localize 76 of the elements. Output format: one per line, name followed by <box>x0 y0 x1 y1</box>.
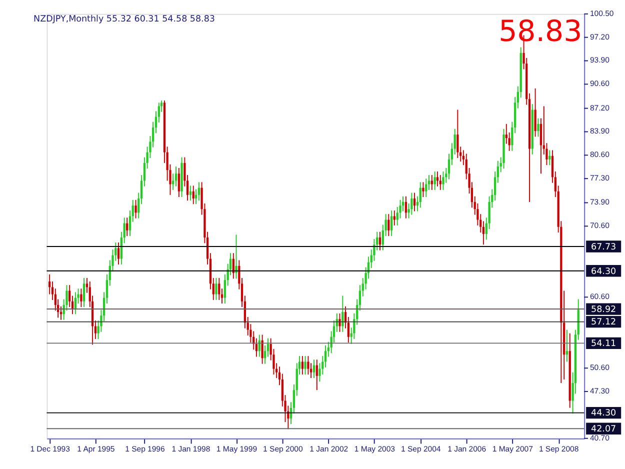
candlestick <box>410 192 413 216</box>
y-tick-label: 47.30 <box>590 386 610 396</box>
y-tick-label: 97.20 <box>590 32 610 42</box>
candlestick <box>338 312 341 332</box>
ref-line-label: 58.92 <box>591 304 616 315</box>
candlestick <box>404 196 407 219</box>
candlestick <box>316 359 318 391</box>
y-tick-label: 73.90 <box>590 198 610 207</box>
candlestick <box>235 234 238 280</box>
candlestick <box>566 329 568 362</box>
candlestick <box>174 166 178 187</box>
y-tick-label: 87.20 <box>590 103 610 112</box>
candlestick <box>301 356 304 375</box>
x-tick-label: 1 Sep 2004 <box>400 444 442 454</box>
candlestick <box>307 356 310 375</box>
y-tick-label: 100.50 <box>590 8 614 18</box>
x-tick-label: 1 May 2003 <box>354 444 395 454</box>
y-tick-label: 77.30 <box>590 174 610 183</box>
candlestick <box>189 185 192 202</box>
candlestick <box>456 109 459 158</box>
candlestick <box>422 182 424 198</box>
x-tick-label: 1 Sep 1996 <box>125 444 165 454</box>
x-tick-label: 1 Apr 1995 <box>77 444 115 454</box>
y-tick-label: 60.60 <box>590 292 610 302</box>
candlestick <box>434 171 436 190</box>
ref-line-label: 64.30 <box>591 266 616 277</box>
candlestick <box>378 231 382 251</box>
y-tick-label: 83.90 <box>590 126 610 136</box>
ref-line-label: 67.73 <box>591 242 616 252</box>
candlestick <box>117 242 120 265</box>
x-tick-label: 1 Jan 2002 <box>310 444 348 454</box>
candlestick <box>304 356 306 375</box>
y-tick-label: 50.60 <box>590 363 610 372</box>
candlestick <box>436 171 439 187</box>
y-tick-label: 80.60 <box>590 150 610 160</box>
candlestick <box>425 178 428 198</box>
x-tick-label: 1 Dec 1993 <box>30 444 70 454</box>
ref-line-label: 54.11 <box>591 339 616 350</box>
candlestick <box>419 182 422 208</box>
ref-line-label: 44.30 <box>591 408 616 419</box>
x-tick-label: 1 Jan 2006 <box>448 444 486 454</box>
candlestick <box>80 288 82 308</box>
candlestick <box>413 192 416 212</box>
candlestick <box>388 214 390 237</box>
x-tick-label: 1 May 2007 <box>492 444 533 454</box>
candlestick <box>261 334 264 364</box>
x-tick-label: 1 Sep 2000 <box>263 444 304 454</box>
candlestick <box>439 174 442 190</box>
y-tick-label: 93.90 <box>590 56 610 65</box>
ref-line-label: 57.12 <box>591 318 616 328</box>
y-tick-label: 90.60 <box>590 79 610 88</box>
candlestick <box>218 277 220 300</box>
chart-title: NZDJPY,Monthly 55.32 60.31 54.58 58.83 <box>34 14 215 25</box>
candlestick <box>178 167 180 198</box>
x-tick-label: 1 May 1999 <box>216 444 258 454</box>
candlestick <box>548 150 551 166</box>
x-tick-label: 1 Sep 2008 <box>538 444 579 454</box>
candlestick <box>430 174 433 190</box>
x-tick-label: 1 Jan 1998 <box>172 444 210 454</box>
candlestick <box>312 359 316 379</box>
ref-line-label: 42.07 <box>591 424 616 435</box>
candlestick <box>134 199 137 219</box>
candlestick <box>393 210 396 226</box>
candlestick <box>537 118 540 138</box>
candlestick <box>74 292 77 315</box>
candlestick <box>192 185 194 205</box>
candlestick <box>82 277 86 308</box>
annotation: 58.83 <box>498 14 582 48</box>
candlestick <box>390 210 393 237</box>
y-tick-label: 40.70 <box>590 433 610 442</box>
y-tick-label: 70.60 <box>590 221 610 230</box>
candlestick <box>198 182 200 202</box>
candlestick <box>215 277 218 300</box>
candlestick <box>534 88 536 138</box>
candlestick <box>442 171 444 190</box>
candlestick <box>126 217 128 237</box>
